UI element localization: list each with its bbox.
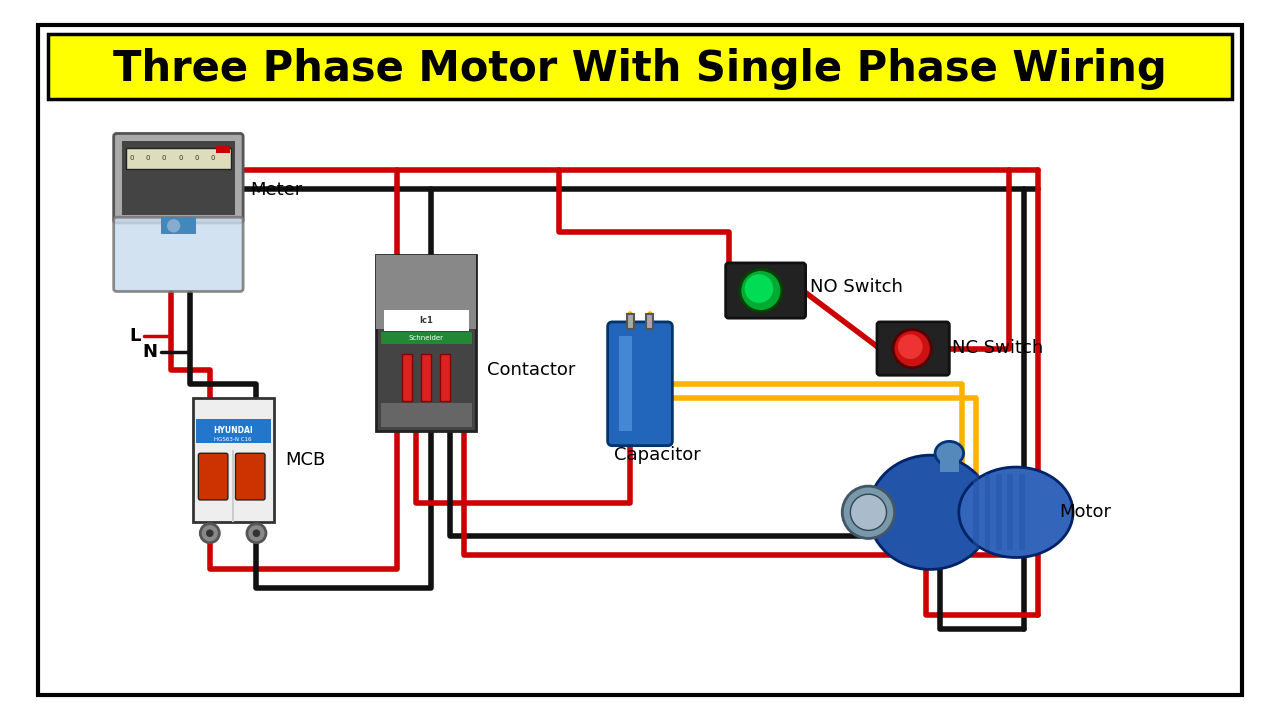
Text: Three Phase Motor With Single Phase Wiring: Three Phase Motor With Single Phase Wiri… — [113, 48, 1167, 90]
Text: NO Switch: NO Switch — [810, 278, 904, 296]
Ellipse shape — [850, 494, 887, 531]
FancyBboxPatch shape — [877, 322, 950, 375]
Circle shape — [893, 330, 932, 368]
Bar — [984, 474, 991, 550]
Text: HYUNDAI: HYUNDAI — [212, 426, 252, 435]
Text: Capacitor: Capacitor — [614, 446, 701, 464]
Bar — [1019, 474, 1024, 550]
Ellipse shape — [842, 486, 895, 539]
FancyBboxPatch shape — [376, 256, 476, 329]
Circle shape — [206, 529, 214, 537]
Circle shape — [247, 523, 266, 543]
FancyBboxPatch shape — [198, 454, 228, 500]
FancyBboxPatch shape — [114, 133, 243, 223]
Text: Motor: Motor — [1059, 503, 1111, 521]
Text: 0: 0 — [146, 156, 150, 161]
Bar — [216, 146, 230, 153]
Bar — [620, 336, 632, 431]
Bar — [421, 354, 430, 401]
Bar — [123, 141, 234, 215]
Text: L: L — [129, 327, 141, 345]
Text: 0: 0 — [178, 156, 183, 161]
Bar — [381, 402, 471, 427]
Bar — [196, 419, 270, 443]
Ellipse shape — [936, 441, 964, 465]
Bar — [996, 474, 1002, 550]
Circle shape — [740, 269, 782, 312]
Bar — [402, 354, 412, 401]
Text: Schneider: Schneider — [408, 335, 443, 341]
Circle shape — [252, 529, 260, 537]
Text: 0: 0 — [129, 156, 134, 161]
Text: 0: 0 — [195, 156, 198, 161]
Bar — [232, 451, 233, 522]
Circle shape — [899, 334, 923, 359]
Text: N: N — [142, 343, 157, 361]
Bar — [627, 315, 635, 328]
Bar — [645, 315, 653, 328]
Text: lc1: lc1 — [419, 316, 433, 325]
Bar — [125, 148, 230, 168]
Text: 0: 0 — [210, 156, 215, 161]
Bar — [973, 474, 979, 550]
FancyBboxPatch shape — [49, 35, 1231, 99]
FancyBboxPatch shape — [608, 322, 672, 446]
FancyBboxPatch shape — [114, 217, 243, 292]
Bar — [161, 217, 196, 235]
FancyBboxPatch shape — [193, 398, 274, 522]
Circle shape — [745, 274, 773, 303]
Bar — [381, 332, 471, 343]
Ellipse shape — [868, 455, 992, 570]
Circle shape — [200, 523, 219, 543]
Bar — [440, 354, 449, 401]
Text: 0: 0 — [161, 156, 166, 161]
Bar — [1007, 474, 1012, 550]
Circle shape — [166, 219, 180, 233]
FancyBboxPatch shape — [236, 454, 265, 500]
Ellipse shape — [959, 467, 1073, 557]
Text: HGS63-N C16: HGS63-N C16 — [214, 438, 251, 443]
Bar — [384, 310, 468, 331]
Text: Meter: Meter — [250, 181, 302, 199]
Text: Contactor: Contactor — [486, 361, 575, 379]
FancyBboxPatch shape — [376, 256, 476, 431]
FancyBboxPatch shape — [726, 263, 805, 318]
Text: MCB: MCB — [285, 451, 325, 469]
Bar — [940, 454, 959, 472]
Text: NC Switch: NC Switch — [952, 338, 1043, 356]
